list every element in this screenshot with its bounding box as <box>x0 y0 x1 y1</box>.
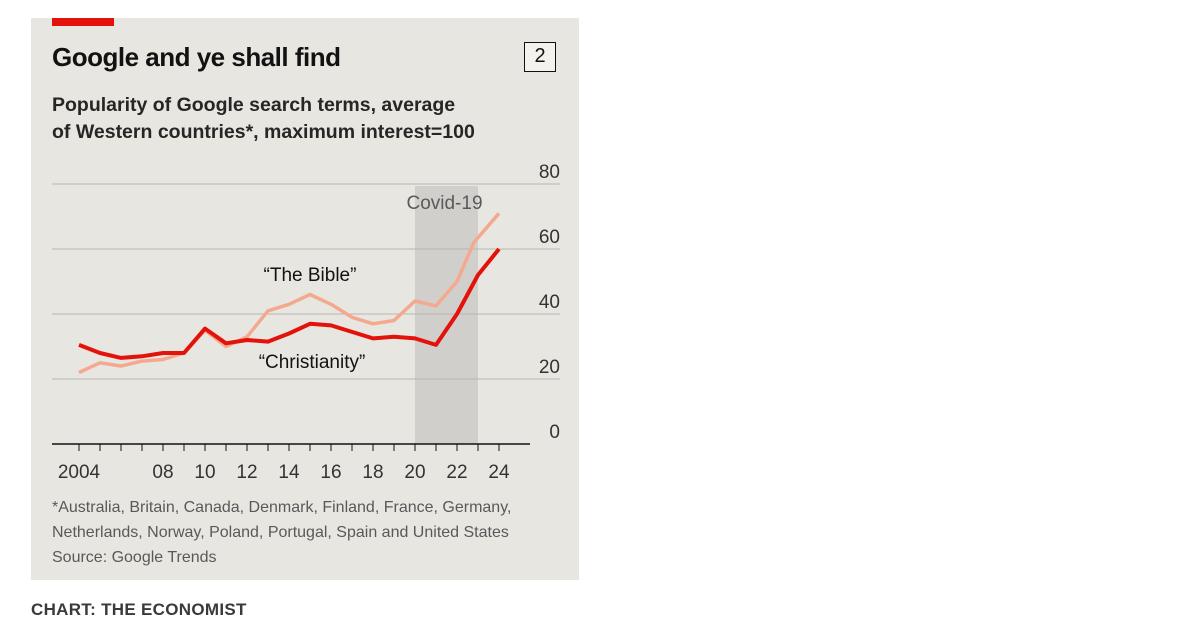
x-tick-label-08: 08 <box>152 462 173 483</box>
covid-label: Covid-19 <box>406 193 482 214</box>
x-tick-label-24: 24 <box>488 462 510 483</box>
x-tick-label-10: 10 <box>194 462 215 483</box>
y-tick-label-40: 40 <box>539 292 560 313</box>
series-line-bible <box>78 212 501 375</box>
x-tick-label-20: 20 <box>404 462 425 483</box>
footnote-line-2: Netherlands, Norway, Poland, Portugal, S… <box>52 524 509 541</box>
footnote: *Australia, Britain, Canada, Denmark, Fi… <box>52 495 562 570</box>
y-tick-label-80: 80 <box>539 162 560 183</box>
subtitle-line-1: Popularity of Google search terms, avera… <box>52 94 456 116</box>
covid-shade <box>415 186 478 444</box>
y-tick-label-20: 20 <box>539 357 560 378</box>
y-tick-label-0: 0 <box>549 422 560 443</box>
x-tick-label-22: 22 <box>446 462 467 483</box>
series-line-christianity <box>78 247 501 360</box>
brand-accent-bar <box>52 18 114 26</box>
y-tick-label-60: 60 <box>539 227 560 248</box>
x-tick-label-2004: 2004 <box>58 462 101 483</box>
subtitle-line-2: of Western countries*, maximum interest=… <box>52 121 475 143</box>
chart-subtitle: Popularity of Google search terms, avera… <box>52 92 522 146</box>
source-note: Source: Google Trends <box>52 549 217 566</box>
x-tick-label-16: 16 <box>320 462 341 483</box>
series-label-bible: “The Bible” <box>264 265 357 286</box>
footnote-line-1: *Australia, Britain, Canada, Denmark, Fi… <box>52 499 512 516</box>
x-tick-label-12: 12 <box>236 462 257 483</box>
chart-panel <box>31 18 579 580</box>
chart-title: Google and ye shall find <box>52 42 341 72</box>
x-tick-label-18: 18 <box>362 462 383 483</box>
x-tick-label-14: 14 <box>278 462 300 483</box>
chart-number-badge: 2 <box>524 42 556 72</box>
chart-credit: CHART: THE ECONOMIST <box>31 600 247 619</box>
series-label-christianity: “Christianity” <box>259 352 366 373</box>
